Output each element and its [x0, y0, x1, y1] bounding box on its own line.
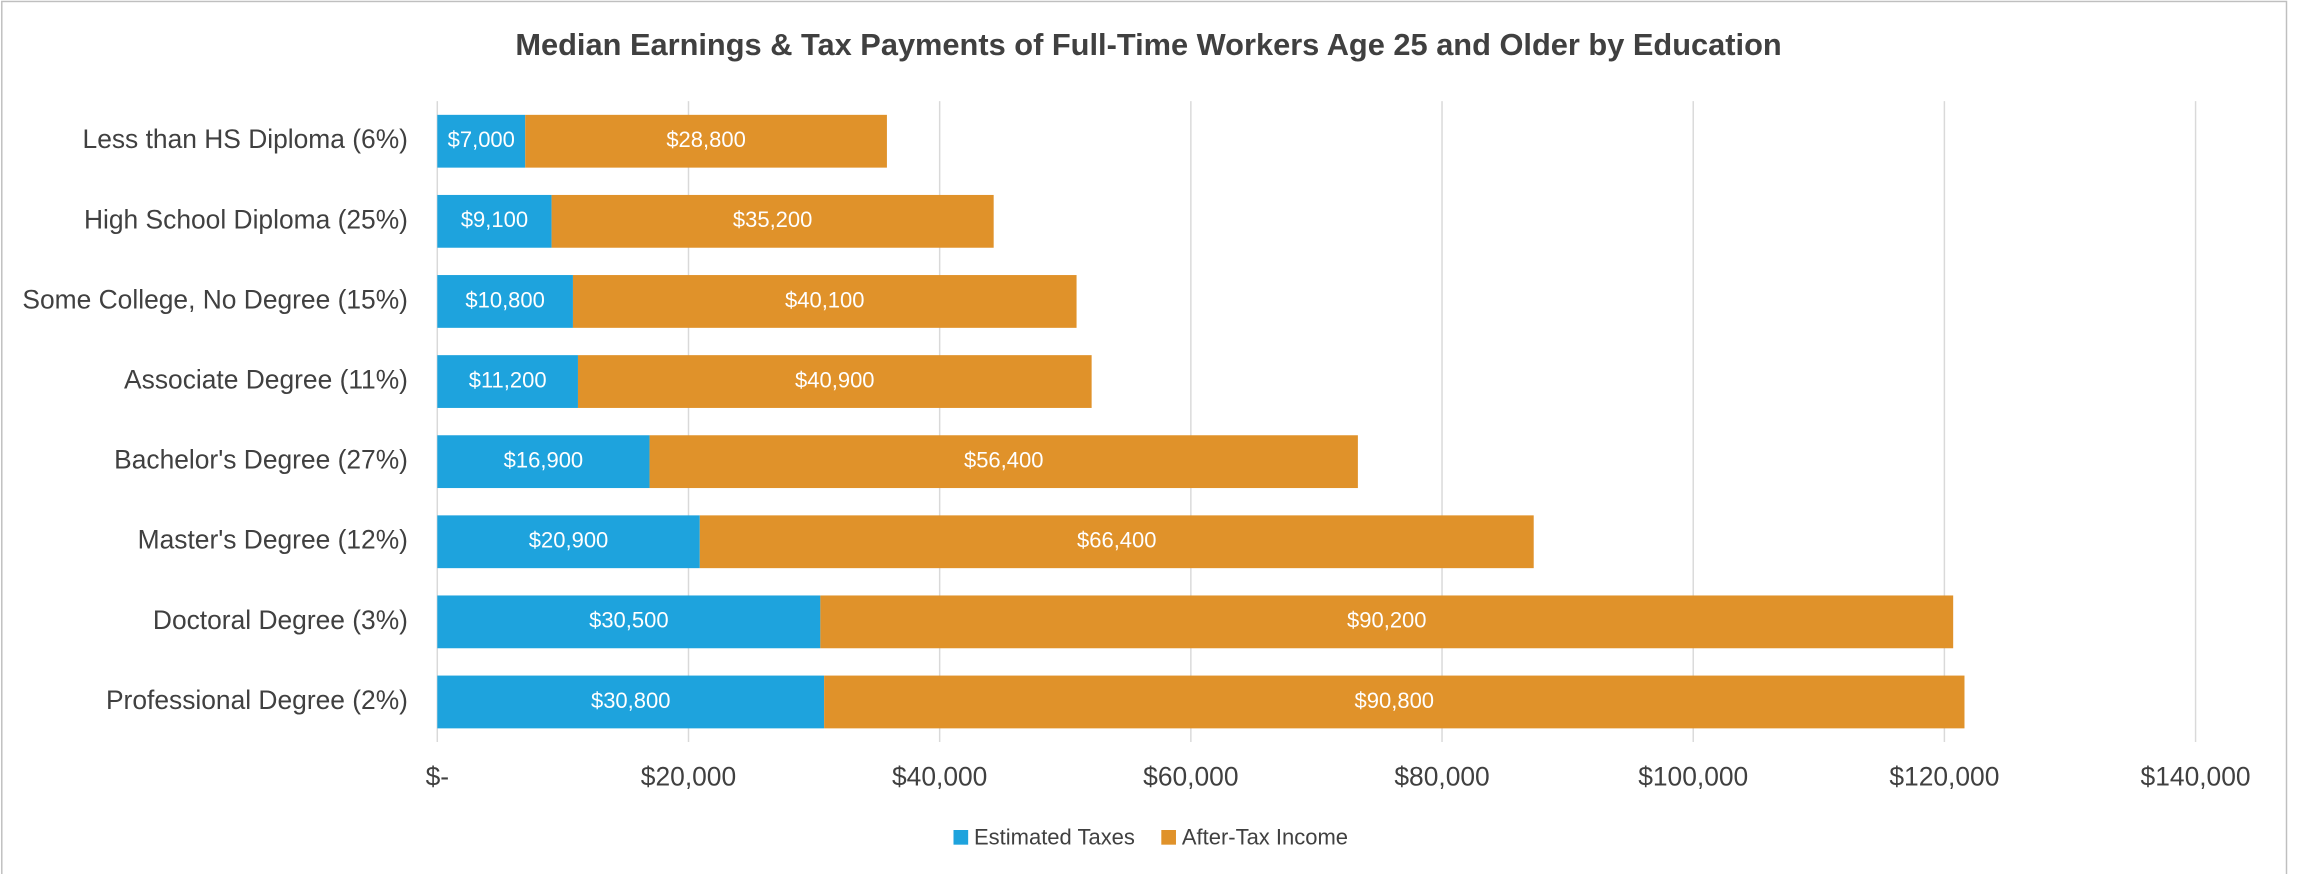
x-tick-label: $100,000	[1638, 762, 1748, 792]
data-label: $7,000	[448, 127, 515, 152]
bar-segment	[577, 355, 1092, 408]
x-tick-label: $20,000	[641, 762, 736, 792]
bar-segment	[437, 275, 573, 328]
legend-label: After-Tax Income	[1182, 825, 1348, 850]
data-label: $35,200	[733, 207, 812, 232]
legend-swatch	[1161, 830, 1176, 845]
bar-segment	[551, 194, 994, 248]
data-label: $90,200	[1347, 608, 1426, 633]
data-label: $28,800	[666, 127, 745, 152]
y-tick-label: Master's Degree (12%)	[138, 525, 408, 555]
legend-swatch	[953, 830, 969, 845]
y-tick-label: Professional Degree (2%)	[106, 685, 408, 715]
bar-segment	[437, 515, 700, 569]
data-label: $10,800	[465, 287, 544, 312]
bar-segment	[824, 675, 1965, 729]
legend-label: Estimated Taxes	[974, 825, 1135, 850]
y-tick-label: Associate Degree (11%)	[124, 365, 408, 395]
x-tick-label: $-	[426, 762, 449, 792]
y-tick-label: Bachelor's Degree (27%)	[114, 445, 408, 475]
bar-segment	[437, 595, 821, 649]
data-label: $30,800	[591, 688, 670, 713]
bar-segment	[820, 595, 1954, 649]
x-tick-label: $140,000	[2141, 762, 2251, 792]
bar-segment	[437, 194, 552, 248]
bar-segment	[437, 675, 825, 729]
x-tick-label: $60,000	[1143, 762, 1238, 792]
data-label: $66,400	[1077, 528, 1156, 553]
data-label: $40,100	[785, 287, 864, 312]
data-label: $40,900	[795, 367, 874, 392]
bar-segment	[525, 114, 887, 168]
x-tick-label: $80,000	[1394, 762, 1489, 792]
bar-segment	[649, 435, 1358, 489]
bar-segment	[437, 435, 650, 489]
data-label: $20,900	[529, 528, 608, 553]
bar-segment	[572, 275, 1077, 328]
data-label: $11,200	[469, 367, 547, 392]
y-tick-label: Some College, No Degree (15%)	[22, 284, 408, 314]
bar-segment	[437, 355, 578, 408]
data-label: $90,800	[1355, 688, 1434, 713]
bar-segment	[699, 515, 1534, 569]
x-tick-label: $40,000	[892, 762, 987, 792]
y-tick-label: High School Diploma (25%)	[84, 204, 408, 234]
data-label: $56,400	[964, 447, 1043, 472]
y-tick-label: Less than HS Diploma (6%)	[83, 124, 408, 154]
chart-title: Median Earnings & Tax Payments of Full-T…	[515, 27, 1781, 62]
x-tick-label: $120,000	[1889, 762, 1999, 792]
data-label: $9,100	[461, 207, 528, 232]
data-label: $30,500	[589, 608, 668, 633]
bar-segment	[437, 114, 526, 168]
y-tick-label: Doctoral Degree (3%)	[153, 605, 408, 635]
data-label: $16,900	[504, 447, 583, 472]
